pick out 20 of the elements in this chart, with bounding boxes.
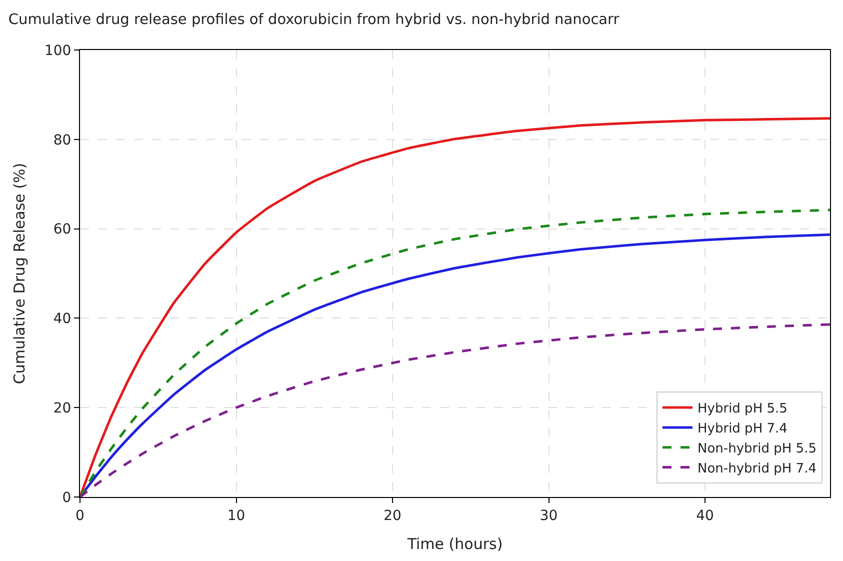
legend-label: Non-hybrid pH 5.5 <box>698 441 816 456</box>
x-tick-label: 40 <box>696 508 714 524</box>
y-tick-label: 80 <box>53 132 72 148</box>
legend-label: Hybrid pH 5.5 <box>698 402 788 417</box>
chart-title: Cumulative drug release profiles of doxorubicin from hybrid vs. non-hybrid nanocarr <box>8 12 620 28</box>
line-series <box>80 117 830 497</box>
y-tick-label: 0 <box>62 490 72 506</box>
x-tick-label: 30 <box>540 508 558 524</box>
y-axis-title: Cumulative Drug Release (%) <box>10 162 29 384</box>
y-tick-label: 40 <box>53 311 72 328</box>
y-tick-label: 60 <box>53 222 72 238</box>
legend-label: Hybrid pH 7.4 <box>698 422 788 437</box>
y-tick-label: 100 <box>44 42 72 59</box>
y-tick-label: 20 <box>53 400 72 416</box>
line-series <box>80 323 830 497</box>
x-tick-label: 0 <box>76 508 84 524</box>
x-axis-title: Time (hours) <box>406 534 503 553</box>
x-tick-label: 20 <box>384 508 402 524</box>
legend-label: Non-hybrid pH 7.4 <box>698 461 816 476</box>
x-tick-label: 10 <box>227 508 246 524</box>
